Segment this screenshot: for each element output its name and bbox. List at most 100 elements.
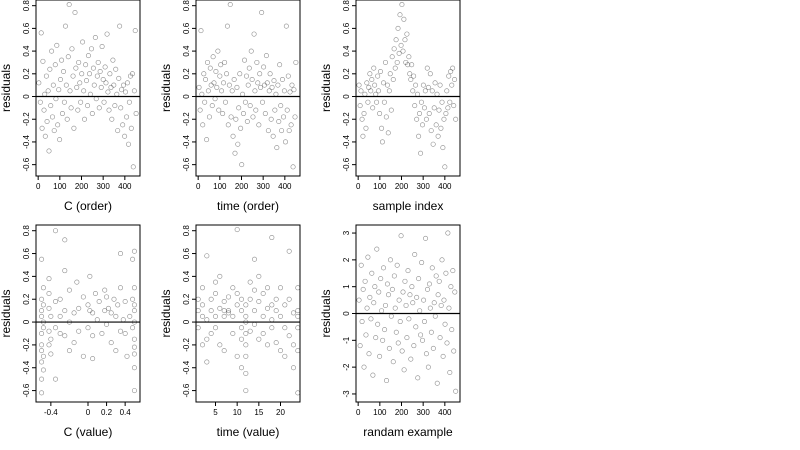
data-point (252, 287, 258, 293)
data-point (89, 111, 95, 117)
x-tick-label: 0 (356, 408, 361, 417)
data-point (411, 343, 417, 349)
data-point (56, 87, 62, 93)
data-point (132, 28, 138, 34)
data-point (393, 329, 399, 335)
data-point (39, 342, 45, 348)
data-point (282, 302, 288, 308)
data-point (49, 48, 55, 54)
data-point (243, 330, 249, 336)
data-point (450, 65, 456, 71)
data-point (112, 103, 118, 109)
data-point (57, 296, 63, 302)
x-tick-label: 400 (118, 182, 132, 191)
data-point (441, 297, 447, 303)
data-point (269, 325, 275, 331)
data-point (424, 65, 430, 71)
data-point (50, 82, 56, 88)
data-point (364, 305, 370, 311)
data-point (71, 310, 77, 316)
data-point (252, 256, 258, 262)
data-point (392, 305, 398, 311)
data-point (264, 305, 270, 311)
data-point (208, 82, 214, 88)
data-point (70, 73, 76, 79)
y-tick-label: 0 (342, 94, 351, 99)
data-point (363, 125, 369, 131)
data-point (421, 297, 427, 303)
data-point (377, 353, 383, 359)
data-point (397, 12, 403, 18)
data-point (246, 65, 252, 71)
data-point (434, 91, 440, 97)
data-point (405, 268, 411, 274)
data-point (273, 296, 279, 302)
data-point (85, 302, 91, 308)
data-point (382, 59, 388, 65)
data-point (386, 345, 392, 351)
data-point (260, 291, 266, 297)
data-point (204, 317, 210, 323)
data-point (399, 2, 405, 8)
data-point (224, 71, 230, 77)
data-point (245, 82, 251, 88)
data-point (221, 299, 227, 305)
data-point (72, 9, 78, 15)
data-point (384, 82, 390, 88)
data-point (431, 105, 437, 111)
data-point (235, 141, 241, 147)
scatter-panel-6: 0 100 200 300 400 -3 -2 -1 0 1 2 3 randam example res… (319, 224, 461, 439)
data-point (240, 111, 246, 117)
data-point (432, 313, 438, 319)
scatter-panel-1: 0 100 200 300 400 -0.6 -0.4 -0.2 0 0.2 0.4 0.6 0.8 C … (0, 0, 141, 213)
data-point (264, 285, 270, 291)
plot-frame (355, 0, 461, 177)
data-point (57, 330, 63, 336)
data-point (421, 105, 427, 111)
data-point (59, 57, 65, 63)
x-tick-label: 100 (373, 408, 387, 417)
data-point (358, 88, 364, 94)
data-point (256, 299, 262, 305)
data-point (40, 353, 46, 359)
data-point (269, 235, 275, 241)
data-point (57, 313, 63, 319)
data-point (102, 64, 108, 70)
data-point (266, 88, 272, 94)
data-point (217, 273, 223, 279)
data-point (295, 325, 301, 331)
data-point (92, 34, 98, 40)
data-point (109, 116, 115, 122)
data-point (249, 76, 255, 82)
x-tick-label: 0 (86, 408, 91, 417)
data-point (128, 125, 134, 131)
x-tick-label: 200 (395, 182, 409, 191)
data-point (426, 111, 432, 117)
data-point (131, 336, 137, 342)
data-point (372, 82, 378, 88)
data-point (269, 317, 275, 323)
data-point (278, 103, 284, 109)
data-point (44, 118, 50, 124)
x-tick-label: 200 (395, 408, 409, 417)
data-point (40, 302, 46, 308)
data-point (387, 71, 393, 77)
data-point (40, 285, 46, 291)
data-point (46, 291, 52, 297)
data-point (389, 286, 395, 292)
data-point (359, 319, 365, 325)
data-point (195, 325, 201, 331)
x-tick-label: 300 (416, 408, 430, 417)
scatter-panel-2: 0 100 200 300 400 -0.6 -0.4 -0.2 0 0.2 0.4 0.6 0.8 ti… (159, 0, 301, 213)
data-point (54, 42, 60, 48)
data-point (255, 80, 261, 86)
data-point (375, 321, 381, 327)
data-point (285, 73, 291, 79)
data-point (363, 332, 369, 338)
y-tick-label: -0.6 (182, 157, 191, 171)
data-point (247, 296, 253, 302)
data-point (221, 308, 227, 314)
data-point (97, 69, 103, 75)
data-point (107, 71, 113, 77)
